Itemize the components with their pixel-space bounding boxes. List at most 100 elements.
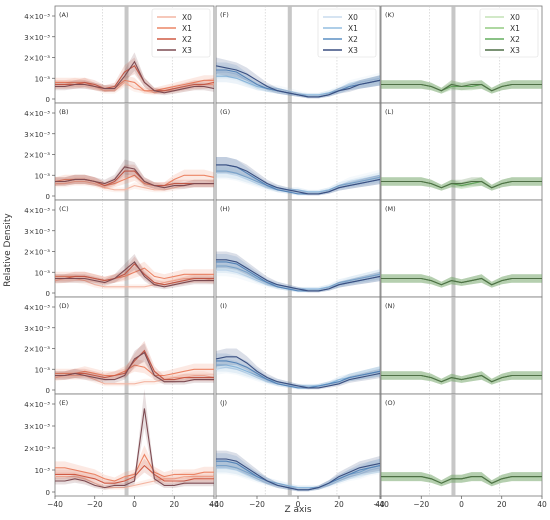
series-band-x1 xyxy=(55,358,214,380)
legend: X0 X1 X2 X3 xyxy=(151,8,211,58)
series-line-x3 xyxy=(55,60,215,94)
shaded-band xyxy=(287,103,292,200)
shaded-band xyxy=(451,297,456,394)
x-tick-label: −40 xyxy=(373,500,389,509)
series-band-x3 xyxy=(216,348,380,390)
legend-label-x3: X3 xyxy=(510,46,520,55)
shaded-band xyxy=(287,200,292,297)
panel-e: (E) 0 10⁻³ 2×10⁻³ 3×10⁻³ 4×10⁻³ −40 −20 0 20 40 xyxy=(24,388,219,509)
panel-label: (D) xyxy=(59,302,69,310)
shaded-band xyxy=(287,297,292,394)
x-tick-label: −20 xyxy=(413,500,429,509)
panel-label: (M) xyxy=(385,205,396,213)
legend-label-x3: X3 xyxy=(348,46,358,55)
shaded-band xyxy=(451,394,456,496)
y-tick-label: 4×10⁻³ xyxy=(24,401,50,409)
legend-label-x2: X2 xyxy=(182,35,192,44)
panel-label: (G) xyxy=(220,108,230,116)
panel-a: (A) 0 10⁻³ 2×10⁻³ 3×10⁻³ 4×10⁻³ X0 X1 X2 X3 xyxy=(24,5,215,104)
series-line-x3 xyxy=(55,351,214,383)
panel-n: (N) xyxy=(380,296,543,395)
series-band-x2 xyxy=(55,164,214,189)
series-band-x0 xyxy=(216,167,380,194)
series-band-x2 xyxy=(55,256,214,288)
panel-label: (E) xyxy=(59,399,68,407)
series-line-x1 xyxy=(55,79,214,92)
shaded-band xyxy=(287,6,292,103)
series-line-x2 xyxy=(55,263,214,286)
series-line-x3 xyxy=(381,83,542,92)
x-tick-label: −20 xyxy=(249,500,265,509)
series-band-x3 xyxy=(55,52,214,96)
legend-label-x0: X0 xyxy=(348,13,358,22)
series-line-x1 xyxy=(55,364,214,377)
y-tick-label: 3×10⁻³ xyxy=(24,228,50,236)
legend-label-x2: X2 xyxy=(510,35,520,44)
y-tick-label: 3×10⁻³ xyxy=(24,325,50,333)
series-line-x3 xyxy=(381,277,542,286)
legend-label-x1: X1 xyxy=(348,24,358,33)
y-tick-label: 3×10⁻³ xyxy=(24,131,50,139)
panel-l: (L) xyxy=(380,102,543,201)
series-line-x3 xyxy=(55,166,214,189)
panel-o: (O) −40 −20 0 20 40 xyxy=(373,393,547,509)
shaded-band xyxy=(124,200,129,297)
panel-label: (A) xyxy=(59,11,69,19)
series-band-x2 xyxy=(216,157,380,196)
panel-label: (C) xyxy=(59,205,69,213)
series-band-x2 xyxy=(216,353,380,390)
panel-frame xyxy=(380,296,543,395)
panel-label: (H) xyxy=(220,205,230,213)
series-band-x0 xyxy=(216,461,380,490)
x-tick-label: 40 xyxy=(375,500,385,509)
series-band-x1 xyxy=(216,358,380,388)
series-band-x2 xyxy=(381,274,542,288)
legend: X0 X1 X2 X3 xyxy=(479,8,539,58)
series-band-x3 xyxy=(381,274,542,288)
series-line-x2 xyxy=(55,349,214,381)
series-band-x3 xyxy=(55,159,214,191)
series-band-x0 xyxy=(381,274,542,288)
series-line-x0 xyxy=(216,71,381,96)
shaded-band xyxy=(124,6,129,103)
series-band-x1 xyxy=(381,371,542,385)
series-band-x1 xyxy=(216,458,380,490)
legend: X0 X1 X2 X3 xyxy=(317,8,377,58)
y-tick-label: 0 xyxy=(46,193,50,201)
y-tick-label: 0 xyxy=(46,290,50,298)
series-line-x3 xyxy=(216,259,381,292)
panels-group: (A) 0 10⁻³ 2×10⁻³ 3×10⁻³ 4×10⁻³ X0 X1 X2 X3 (B) 0 10… xyxy=(24,5,547,509)
shaded-band xyxy=(124,394,129,496)
panel-i: (I) xyxy=(215,296,381,395)
panel-frame xyxy=(215,296,381,395)
series-line-x3 xyxy=(215,65,381,98)
panel-m: (M) xyxy=(380,199,543,298)
y-tick-label: 4×10⁻³ xyxy=(24,110,50,118)
x-tick-label: −40 xyxy=(47,500,63,509)
series-band-x3 xyxy=(216,57,380,99)
legend-label-x1: X1 xyxy=(510,24,520,33)
y-tick-label: 4×10⁻³ xyxy=(24,13,50,21)
series-line-x1 xyxy=(216,465,381,489)
legend-box xyxy=(479,8,539,58)
series-line-x3 xyxy=(215,356,381,389)
legend-box xyxy=(317,8,377,58)
y-tick-label: 2×10⁻³ xyxy=(24,152,50,160)
series-line-x3 xyxy=(381,374,542,383)
series-line-x0 xyxy=(54,277,215,288)
y-tick-label: 10⁻³ xyxy=(35,366,51,374)
panel-frame xyxy=(54,199,215,298)
series-line-x0 xyxy=(54,374,215,385)
shaded-band xyxy=(451,103,456,200)
y-tick-label: 4×10⁻³ xyxy=(24,304,50,312)
shaded-band xyxy=(451,200,456,297)
x-tick-label: 40 xyxy=(537,500,547,509)
panel-label: (N) xyxy=(385,302,395,310)
y-tick-label: 4×10⁻³ xyxy=(24,207,50,215)
legend-label-x0: X0 xyxy=(510,13,520,22)
panel-c: (C) 0 10⁻³ 2×10⁻³ 3×10⁻³ 4×10⁻³ xyxy=(24,199,215,298)
series-band-x0 xyxy=(55,274,214,290)
shaded-band xyxy=(124,103,129,200)
panel-label: (F) xyxy=(220,11,229,19)
x-tick-label: −40 xyxy=(208,500,224,509)
